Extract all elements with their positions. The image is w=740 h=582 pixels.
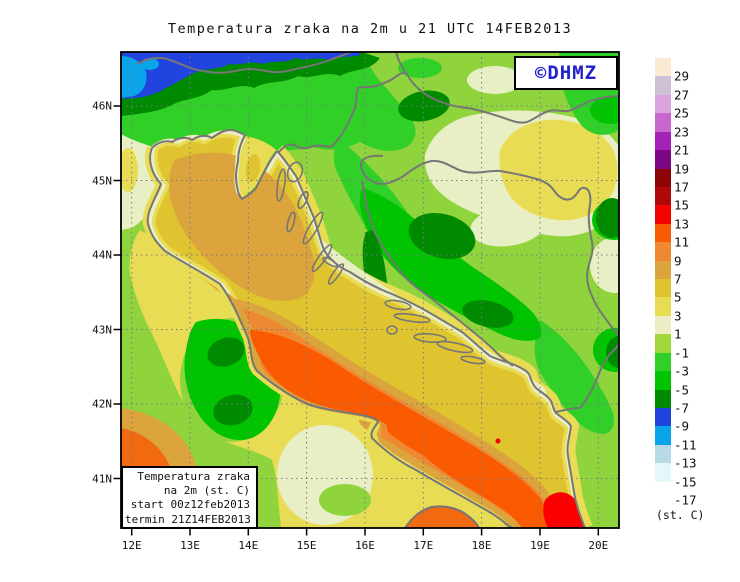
lon-axis-label: 19E bbox=[530, 539, 550, 552]
adriatic-islands bbox=[276, 161, 486, 365]
dhmz-label: ©DHMZ bbox=[534, 62, 598, 84]
colorbar-tick-label: -17 bbox=[674, 492, 697, 508]
lon-axis-label: 14E bbox=[238, 539, 259, 552]
colorbar-swatch bbox=[655, 389, 671, 409]
colorbar-tick-label: -9 bbox=[674, 418, 690, 434]
lat-axis-label: 43N bbox=[92, 323, 112, 336]
colorbar-tick-label: 21 bbox=[674, 142, 690, 158]
colorbar-swatch bbox=[655, 481, 671, 501]
colorbar-swatch bbox=[655, 242, 671, 261]
lat-axis-label: 44N bbox=[92, 248, 112, 262]
colorbar-swatch bbox=[655, 463, 671, 482]
colorbar-tick-label: 1 bbox=[674, 326, 682, 342]
colorbar-tick-label: -15 bbox=[674, 474, 697, 490]
colorbar-tick-label: 13 bbox=[674, 216, 690, 232]
lon-axis-label: 17E bbox=[413, 539, 434, 552]
colorbar-tick-label: -1 bbox=[674, 345, 690, 361]
colorbar-swatch bbox=[655, 444, 671, 464]
map-frame bbox=[120, 51, 620, 529]
info-line-3: start 00z12feb2013 bbox=[130, 498, 250, 512]
lat-axis-label: 42N bbox=[92, 397, 112, 411]
colorbar-tick-label: 9 bbox=[674, 253, 682, 269]
lat-axis-label: 41N bbox=[92, 472, 112, 485]
colorbar-swatch bbox=[655, 131, 671, 151]
colorbar-swatch bbox=[655, 297, 671, 316]
colorbar-tick-label: 3 bbox=[674, 308, 682, 324]
colorbar-tick-label: -3 bbox=[674, 363, 690, 379]
hot-spot-marker bbox=[495, 438, 501, 444]
colorbar-unit-label: (st. C) bbox=[656, 508, 705, 522]
colorbar-tick-label: 23 bbox=[674, 124, 690, 140]
lon-axis-label: 20E bbox=[588, 539, 609, 552]
colorbar-tick-label: -13 bbox=[674, 455, 697, 471]
colorbar-tick-label: 25 bbox=[674, 105, 690, 121]
colorbar-swatch bbox=[655, 334, 671, 353]
lat-axis-label: 46N bbox=[92, 99, 112, 113]
info-line-4: termin 21Z14FEB2013 bbox=[125, 512, 251, 526]
colorbar-tick-label: 17 bbox=[674, 179, 690, 195]
colorbar-swatch bbox=[655, 186, 671, 206]
colorbar-swatch bbox=[655, 279, 671, 298]
page-title: Temperatura zraka na 2m u 21 UTC 14FEB20… bbox=[167, 21, 573, 37]
lon-axis-label: 12E bbox=[121, 539, 142, 552]
lon-axis-label: 16E bbox=[355, 539, 375, 552]
lon-axis-label: 18E bbox=[471, 539, 492, 552]
lat-axis-label: 45N bbox=[92, 174, 112, 187]
colorbar-tick-label: 29 bbox=[674, 68, 690, 84]
coastlines-and-borders bbox=[136, 52, 619, 528]
dhmz-watermark: ©DHMZ bbox=[514, 56, 618, 90]
map-interior bbox=[121, 52, 619, 528]
colorbar-swatch bbox=[655, 315, 671, 335]
run-info-box: Temperatura zraka na 2m (st. C) start 00… bbox=[121, 466, 258, 529]
colorbar-tick-label: -5 bbox=[674, 382, 690, 398]
lon-axis-label: 15E bbox=[296, 539, 317, 552]
info-line-1: Temperatura zraka bbox=[137, 470, 250, 483]
colorbar-swatch bbox=[655, 371, 671, 390]
colorbar-swatch bbox=[655, 150, 671, 169]
colorbar-tick-label: -11 bbox=[674, 437, 697, 453]
colorbar-swatch bbox=[655, 205, 671, 224]
colorbar-swatch bbox=[655, 260, 671, 280]
colorbar-swatch bbox=[655, 58, 671, 77]
lon-axis-label: 13E bbox=[180, 539, 200, 552]
colorbar-swatch bbox=[655, 94, 671, 114]
colorbar-tick-label: 5 bbox=[674, 289, 682, 305]
colorbar-swatch bbox=[655, 407, 671, 427]
colorbar-tick-label: 19 bbox=[674, 161, 690, 177]
colorbar-tick-label: 15 bbox=[674, 197, 690, 213]
colorbar-tick-label: 11 bbox=[674, 234, 690, 250]
colorbar-tick-label: 7 bbox=[674, 271, 682, 287]
colorbar-swatch bbox=[655, 426, 671, 445]
colorbar-swatch bbox=[655, 168, 671, 188]
graticule-grid bbox=[121, 52, 619, 528]
colorbar-swatch bbox=[655, 76, 671, 95]
colorbar-swatch bbox=[655, 113, 671, 132]
colorbar-swatch bbox=[655, 352, 671, 372]
colorbar-tick-label: 27 bbox=[674, 87, 690, 103]
colorbar-swatch bbox=[655, 223, 671, 243]
axis-ticks bbox=[113, 105, 600, 536]
colorbar-tick-label: -7 bbox=[674, 400, 690, 416]
info-line-2: na 2m (st. C) bbox=[163, 484, 250, 498]
